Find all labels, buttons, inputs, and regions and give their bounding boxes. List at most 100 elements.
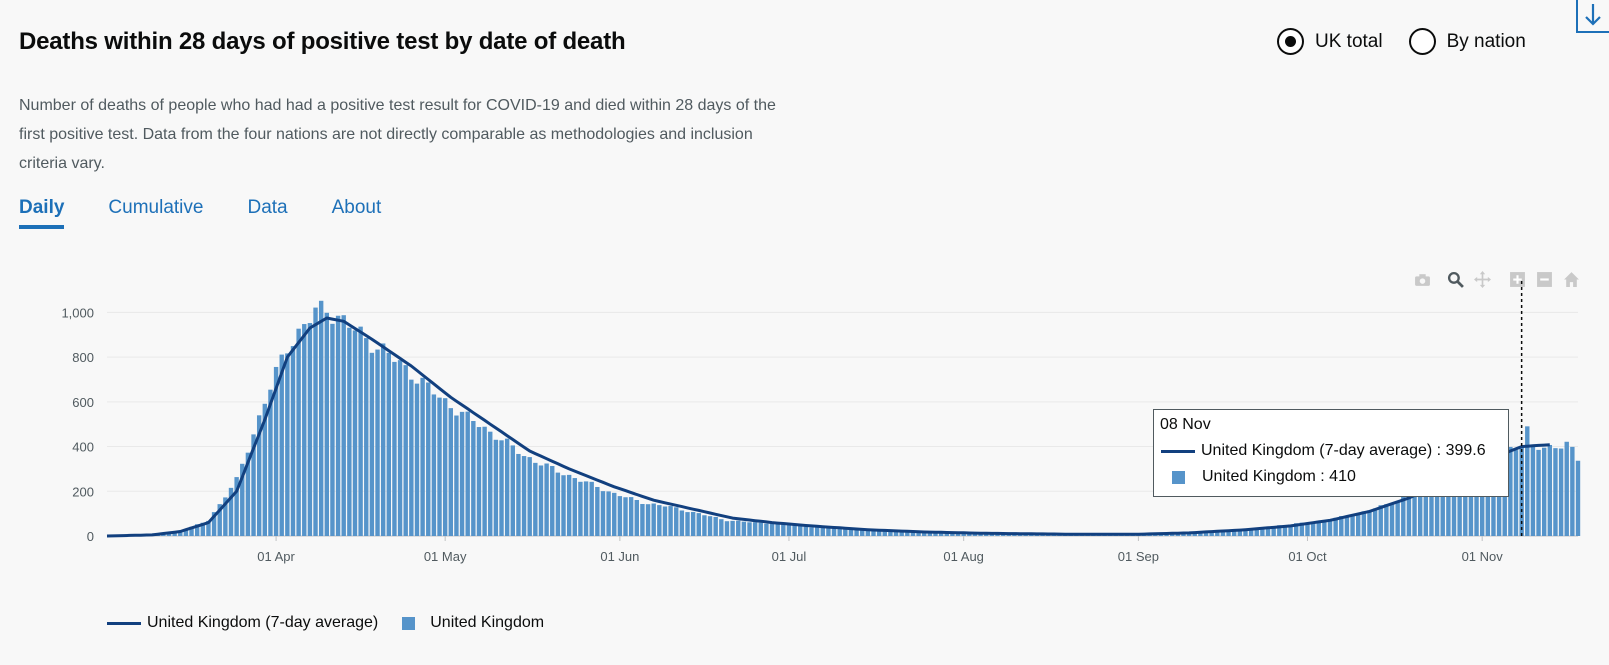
bar [341,315,346,536]
bar [826,528,831,536]
bar [1344,516,1350,536]
bar [1288,524,1293,536]
radio-by-nation-label: By nation [1446,30,1526,52]
bar [690,511,696,536]
bar [1536,449,1541,536]
bar [1282,525,1288,536]
radio-by-nation[interactable]: By nation [1408,28,1526,55]
bar [1434,485,1440,536]
bar [256,415,262,536]
x-tick-label: 01 Aug [943,549,984,564]
x-axis: 01 Apr 01 May 01 Jun 01 Jul 01 Aug 01 Sep 01 O… [257,536,1503,564]
bar [1384,504,1389,536]
bar [1305,522,1310,536]
bar [764,523,769,536]
bar [1378,505,1383,536]
zoom-out-icon[interactable] [1534,270,1554,288]
tab-data[interactable]: Data [247,197,288,218]
bar [324,312,330,536]
bar [916,531,921,536]
zoom-in-icon[interactable] [1507,270,1527,288]
legend-line-swatch-icon [107,621,141,625]
bar [657,505,662,536]
bar [409,379,414,536]
bar [1192,533,1197,536]
x-tick-label: 01 May [424,549,467,564]
bar [938,532,944,536]
camera-icon[interactable] [1412,270,1432,288]
bar [888,531,893,536]
radio-unchecked-icon [1408,28,1436,55]
tooltip-row-bar: United Kingdom : 410 [1158,464,1504,490]
bar [437,397,442,536]
bar [798,525,803,536]
bar [1423,486,1429,536]
tab-daily[interactable]: Daily [19,197,65,229]
tab-cumulative[interactable]: Cumulative [108,197,204,218]
bar [950,532,955,536]
bar [206,520,211,536]
bar [944,532,949,536]
tab-about[interactable]: About [331,197,382,218]
bar [1406,495,1412,536]
x-tick-label: 01 Jun [600,549,639,564]
tab-list: Daily Cumulative Data About [19,197,425,229]
legend-bar-label[interactable]: United Kingdom [430,614,545,631]
home-icon[interactable] [1561,270,1581,288]
bar [837,528,842,536]
bar [296,328,301,536]
bar [927,532,933,536]
bar [679,510,685,536]
bar [961,532,966,536]
bar [555,472,561,536]
bar [488,431,493,536]
bar [448,408,453,536]
bar [1350,515,1355,536]
bar [482,426,487,536]
bar [217,504,222,536]
bar [1333,517,1338,536]
bar [617,496,623,536]
bar [589,481,594,536]
bar [420,377,425,536]
bar [1175,533,1181,536]
bar [178,531,183,536]
bar [1530,446,1536,536]
bar [200,522,206,536]
zoom-icon[interactable] [1445,270,1465,288]
bar [1558,448,1564,536]
pan-icon[interactable] [1472,270,1492,288]
bar [572,478,577,536]
bar [820,527,825,536]
bar [910,531,916,536]
bar [1237,530,1243,536]
bar [364,338,369,536]
bar [775,522,780,536]
y-tick-label: 800 [72,350,94,365]
bar [426,382,431,536]
bar [211,512,217,536]
bar [504,438,510,536]
bar [533,462,538,536]
bar [1198,532,1203,536]
bar [223,497,228,536]
y-tick-label: 600 [72,395,94,410]
bar [1248,529,1254,536]
bar [386,352,391,536]
bar [1316,520,1321,536]
download-icon[interactable] [1576,0,1609,33]
series-line-7day-average [106,316,1550,538]
bar [843,529,848,536]
tooltip-date: 08 Nov [1160,416,1211,433]
bar [1327,519,1333,536]
radio-uk-total[interactable]: UK total [1277,28,1383,55]
bar [634,500,639,536]
bar [290,346,296,536]
bar [583,481,589,536]
legend-line-label[interactable]: United Kingdom (7-day average) [147,614,379,631]
bar [1277,525,1282,536]
bar [268,389,273,536]
bar [854,529,859,536]
bar [707,516,713,536]
view-radio-group: UK total By nation [1277,28,1552,55]
